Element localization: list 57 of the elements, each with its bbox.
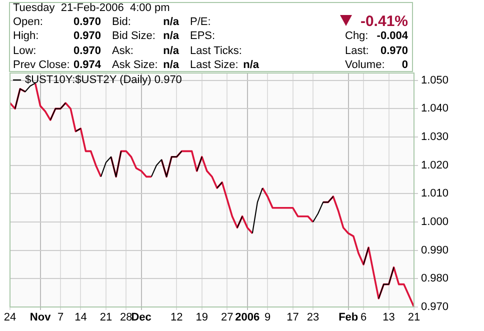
text: 0.970	[73, 30, 101, 42]
x-tick-label: 6	[360, 312, 367, 324]
x-tick-label: 13	[382, 312, 395, 324]
text: Last Size:	[190, 59, 238, 71]
text: Last:	[345, 45, 369, 57]
x-tick-label: 7	[57, 312, 64, 324]
x-tick-label: 28	[120, 312, 132, 324]
text: n/a	[163, 59, 179, 71]
x-tick-label: 14	[74, 312, 87, 324]
text: 0.970	[380, 45, 408, 57]
y-tick-label: 1.030	[421, 131, 449, 144]
text: 0.970	[73, 45, 101, 57]
x-tick-label: Dec	[131, 312, 152, 324]
y-tick-label: 1.020	[421, 159, 449, 172]
x-tick-label: 19	[196, 312, 208, 324]
text: Prev Close:	[13, 59, 70, 71]
text: Low:	[13, 45, 36, 57]
text: P/E:	[190, 16, 211, 28]
text: -0.004	[376, 30, 408, 42]
x-tick-label: 17	[286, 312, 299, 324]
x-tick-label: 24	[4, 312, 16, 324]
x-tick-label: 9	[264, 312, 271, 324]
y-tick-label: 0.970	[421, 301, 449, 314]
text: Bid:	[112, 16, 131, 28]
x-tick-label: 27	[221, 312, 234, 324]
text: -0.41%	[360, 13, 408, 30]
text: n/a	[243, 59, 259, 71]
text: Volume:	[345, 59, 385, 71]
x-tick-label: Nov	[30, 312, 52, 324]
legend-label: $UST10Y:$UST2Y (Daily) 0.970	[25, 74, 182, 86]
y-tick-label: 1.010	[421, 188, 449, 200]
text: Ask Size:	[112, 59, 158, 71]
x-tick-label: 2006	[235, 312, 260, 324]
text: Chg:	[345, 30, 368, 42]
x-tick-label: 23	[306, 312, 320, 324]
text: Bid Size:	[112, 30, 156, 42]
y-tick-label: 0.980	[421, 272, 449, 285]
x-tick-label: 12	[170, 312, 183, 324]
x-tick-label: 21	[100, 312, 112, 324]
y-tick-label: 1.040	[421, 102, 449, 115]
text: 0.970	[73, 16, 101, 28]
y-tick-label: 1.050	[421, 74, 449, 86]
text: 0.974	[73, 59, 101, 71]
x-tick-label: Feb	[338, 312, 358, 324]
text: n/a	[163, 30, 179, 42]
text: Ask:	[112, 45, 134, 57]
y-tick-label: 0.990	[421, 244, 449, 256]
x-tick-label: 21	[408, 312, 420, 324]
text: EPS:	[190, 30, 216, 42]
text: n/a	[163, 16, 179, 28]
text: Open:	[13, 16, 43, 28]
text: n/a	[163, 45, 179, 57]
text: Last Ticks:	[190, 45, 242, 57]
text: 0	[402, 59, 408, 71]
chart-title: Tuesday 21-Feb-2006 4:00 pm	[13, 2, 170, 14]
y-tick-label: 1.000	[421, 216, 449, 228]
text: High:	[13, 30, 39, 42]
